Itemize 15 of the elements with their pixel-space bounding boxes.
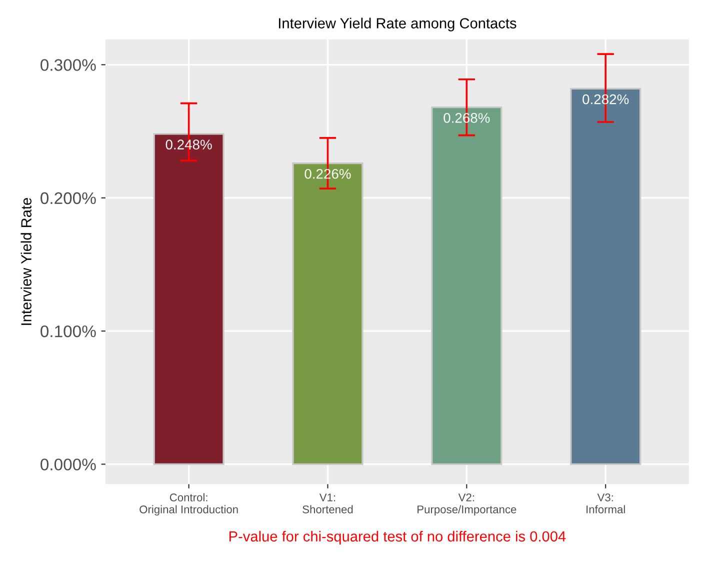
text: P-value for chi-squared test of no difference is 0.004 <box>230 530 566 544</box>
y-tick-label: 0.000% <box>40 458 96 470</box>
x-tick-label: V3: Informal <box>586 494 625 514</box>
x-tick-label: V1: Shortened <box>302 494 353 514</box>
chart-title: Interview Yield Rate among Contacts <box>278 18 516 32</box>
bar <box>292 162 364 466</box>
y-axis-title: Interview Yield Rate <box>20 198 32 325</box>
x-tick-label: Control: Original Introduction <box>140 493 238 516</box>
bar <box>431 106 502 466</box>
bar <box>153 133 224 466</box>
y-tick-label: 0.200% <box>40 192 96 204</box>
bar <box>570 88 642 466</box>
y-tick-label: 0.300% <box>40 59 96 71</box>
y-tick-label: 0.100% <box>40 325 96 338</box>
x-tick-label: V2: Purpose/Importance <box>418 494 516 516</box>
